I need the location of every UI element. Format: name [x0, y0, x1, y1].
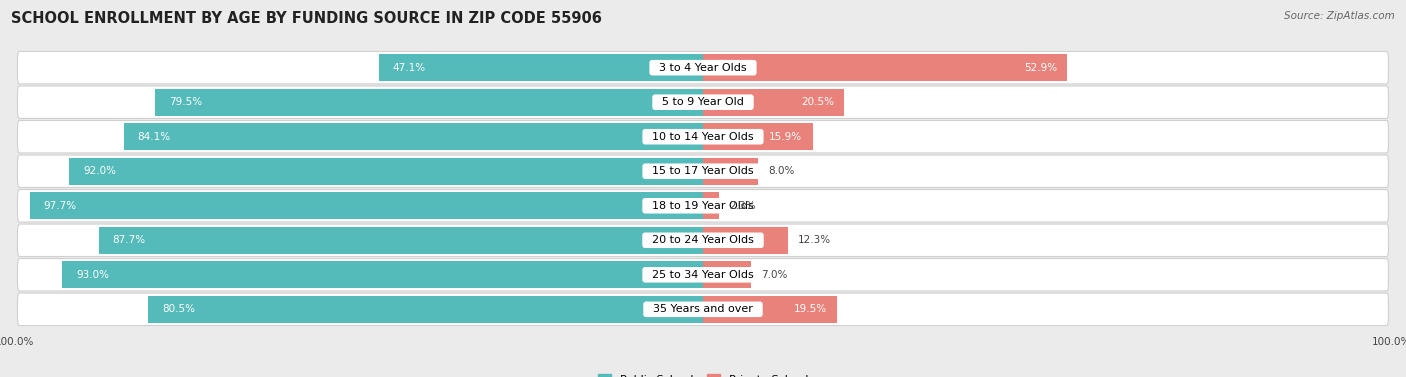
FancyBboxPatch shape [17, 224, 1389, 256]
FancyBboxPatch shape [17, 190, 1389, 222]
Text: 19.5%: 19.5% [794, 304, 827, 314]
FancyBboxPatch shape [17, 155, 1389, 187]
Bar [703, 54, 1067, 81]
Bar [30, 192, 703, 219]
Bar [703, 227, 787, 254]
Text: 47.1%: 47.1% [392, 63, 426, 73]
Text: 15 to 17 Year Olds: 15 to 17 Year Olds [645, 166, 761, 176]
Bar [98, 227, 703, 254]
Text: 12.3%: 12.3% [799, 235, 831, 245]
Text: 3 to 4 Year Olds: 3 to 4 Year Olds [652, 63, 754, 73]
Text: 97.7%: 97.7% [44, 201, 77, 211]
Bar [703, 261, 751, 288]
Legend: Public School, Private School: Public School, Private School [593, 370, 813, 377]
Text: 18 to 19 Year Olds: 18 to 19 Year Olds [645, 201, 761, 211]
FancyBboxPatch shape [17, 259, 1389, 291]
FancyBboxPatch shape [17, 293, 1389, 326]
Text: 84.1%: 84.1% [138, 132, 170, 142]
Bar [155, 89, 703, 116]
Text: 2.3%: 2.3% [730, 201, 755, 211]
Bar [703, 158, 758, 185]
Text: 5 to 9 Year Old: 5 to 9 Year Old [655, 97, 751, 107]
Bar [703, 192, 718, 219]
FancyBboxPatch shape [17, 86, 1389, 118]
Text: 52.9%: 52.9% [1024, 63, 1057, 73]
Bar [378, 54, 703, 81]
Text: 10 to 14 Year Olds: 10 to 14 Year Olds [645, 132, 761, 142]
Text: 15.9%: 15.9% [769, 132, 803, 142]
Text: 87.7%: 87.7% [112, 235, 146, 245]
Text: 20.5%: 20.5% [801, 97, 834, 107]
Bar [703, 89, 844, 116]
Bar [62, 261, 703, 288]
Text: 93.0%: 93.0% [76, 270, 110, 280]
Text: 20 to 24 Year Olds: 20 to 24 Year Olds [645, 235, 761, 245]
Text: Source: ZipAtlas.com: Source: ZipAtlas.com [1284, 11, 1395, 21]
Text: SCHOOL ENROLLMENT BY AGE BY FUNDING SOURCE IN ZIP CODE 55906: SCHOOL ENROLLMENT BY AGE BY FUNDING SOUR… [11, 11, 602, 26]
Text: 8.0%: 8.0% [769, 166, 794, 176]
FancyBboxPatch shape [17, 51, 1389, 84]
Text: 25 to 34 Year Olds: 25 to 34 Year Olds [645, 270, 761, 280]
Text: 92.0%: 92.0% [83, 166, 115, 176]
Bar [69, 158, 703, 185]
Bar [149, 296, 703, 323]
Text: 35 Years and over: 35 Years and over [647, 304, 759, 314]
Text: 79.5%: 79.5% [169, 97, 202, 107]
FancyBboxPatch shape [17, 121, 1389, 153]
Text: 80.5%: 80.5% [162, 304, 195, 314]
Bar [703, 296, 838, 323]
Text: 7.0%: 7.0% [762, 270, 787, 280]
Bar [703, 123, 813, 150]
Bar [124, 123, 703, 150]
